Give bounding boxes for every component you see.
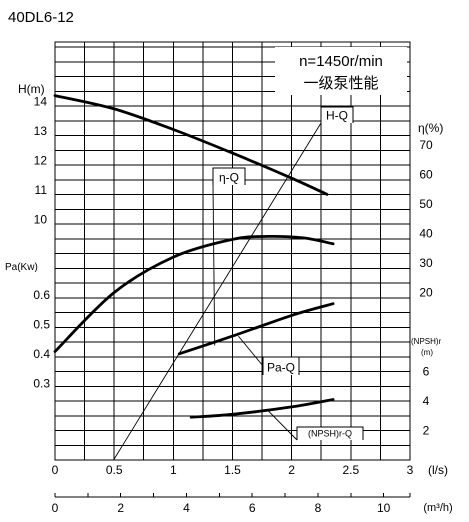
eta-tick-label: 50 bbox=[419, 197, 433, 211]
h-axis-label: H(m) bbox=[18, 82, 45, 96]
plot-grid bbox=[55, 42, 410, 460]
axes: 0 0.5 1 1.5 2 2.5 3 (l/s) 0 2 4 6 8 10 (m³/h) H(m)14 13 1… bbox=[5, 82, 453, 515]
x-tick-label: 2.5 bbox=[342, 463, 359, 477]
npsh-tick-label: 6 bbox=[423, 365, 430, 379]
pa-tick-label: 0.5 bbox=[33, 317, 50, 331]
npsh-axis-unit: (m) bbox=[421, 348, 433, 357]
label-frame-npsh-r-q bbox=[296, 426, 364, 440]
eta-tick-label: 70 bbox=[419, 138, 433, 152]
stage-label: 一级泵性能 bbox=[303, 75, 378, 92]
eta-tick-label: 60 bbox=[419, 168, 433, 182]
npsh-axis-label: (NPSH)r bbox=[411, 337, 442, 346]
speed-label: n=1450r/min bbox=[299, 53, 383, 70]
label-bg-q bbox=[213, 168, 245, 185]
curve-label-h-q: H-Q bbox=[326, 109, 348, 123]
x2-axis-label: (m³/h) bbox=[423, 502, 452, 514]
x2-tick-label: 2 bbox=[117, 501, 124, 515]
pa-tick-label: 0.4 bbox=[33, 347, 50, 361]
curve-label-npsh-r-q: (NPSH)r-Q bbox=[308, 429, 352, 439]
info-box: n=1450r/min 一级泵性能 bbox=[275, 47, 407, 95]
leader-npsh-r-q bbox=[267, 410, 298, 441]
x-tick-label: 1.5 bbox=[224, 463, 241, 477]
h-tick-label: 10 bbox=[34, 213, 48, 227]
chart-title: 40DL6-12 bbox=[8, 9, 74, 26]
x-axis-label: (l/s) bbox=[428, 463, 448, 477]
leader-q bbox=[212, 184, 216, 346]
curve-labels: H-Q η-Q Pa-Q (NPSH)r-Q bbox=[212, 106, 364, 440]
eta-tick-label: 40 bbox=[419, 227, 433, 241]
curve-leaders bbox=[113, 122, 322, 460]
label-bg-npsh-r-q bbox=[297, 427, 363, 440]
eta-axis-label: η(%) bbox=[418, 121, 443, 135]
curves bbox=[53, 94, 335, 419]
label-frame-pa-q bbox=[262, 356, 300, 375]
x-tick-label: 2 bbox=[288, 463, 295, 477]
h-tick-label: 14 bbox=[34, 95, 48, 109]
label-bg-pa-q bbox=[263, 357, 299, 375]
x2-tick-label: 8 bbox=[315, 501, 322, 515]
x-tick-label: 3 bbox=[407, 463, 414, 477]
curve-label-q: η-Q bbox=[219, 171, 239, 185]
npsh-tick-label: 2 bbox=[423, 424, 430, 438]
plot-frame bbox=[54, 41, 411, 461]
h-tick-label: 13 bbox=[34, 124, 48, 138]
pa-axis-label: Pa(Kw) bbox=[5, 262, 38, 273]
pa-tick-label: 0.3 bbox=[33, 376, 50, 390]
x2-tick-label: 0 bbox=[52, 501, 59, 515]
x2-tick-label: 4 bbox=[183, 501, 190, 515]
leader-h-q bbox=[113, 122, 322, 460]
pa-tick-label: 0.6 bbox=[33, 288, 50, 302]
h-tick-label: 11 bbox=[35, 183, 48, 197]
x-tick-label: 1 bbox=[170, 463, 177, 477]
x2-tick-label: 10 bbox=[377, 501, 391, 515]
x-tick-label: 0 bbox=[52, 463, 59, 477]
npsh-tick-label: 4 bbox=[423, 394, 430, 408]
curve-q bbox=[53, 234, 335, 353]
h-tick-label: 12 bbox=[34, 154, 48, 168]
label-bg-h-q bbox=[321, 107, 353, 123]
curve-npsh-r-q bbox=[189, 398, 335, 419]
curve-h-q bbox=[53, 94, 329, 196]
curve-label-pa-q: Pa-Q bbox=[267, 361, 295, 375]
leader-pa-q bbox=[238, 335, 264, 367]
label-frame-q bbox=[212, 167, 246, 185]
x-tick-label: 0.5 bbox=[106, 463, 123, 477]
eta-tick-label: 20 bbox=[419, 286, 433, 300]
label-frame-h-q bbox=[320, 106, 354, 123]
curve-pa-q bbox=[177, 302, 335, 356]
x2-tick-label: 6 bbox=[249, 501, 256, 515]
eta-tick-label: 30 bbox=[419, 256, 433, 270]
